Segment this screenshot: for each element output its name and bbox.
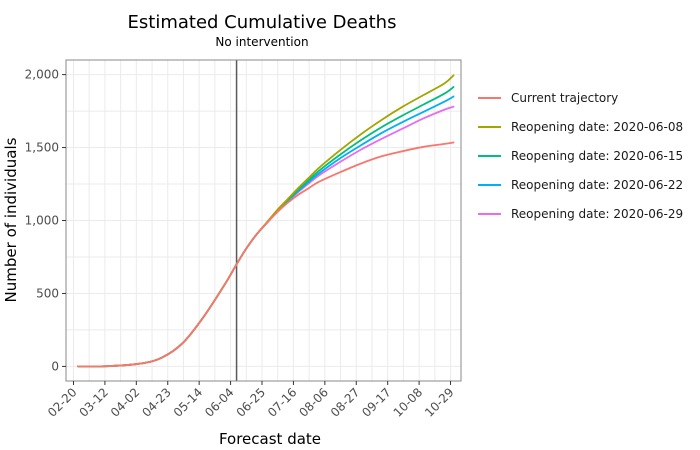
legend-label-reopening-date-2020-06-29: Reopening date: 2020-06-29: [511, 207, 683, 221]
x-tick-label: 08-06: [296, 385, 331, 420]
grid-layer: [66, 60, 461, 381]
series-line-reopening-date-2020-06-22: [77, 95, 455, 368]
x-axis-title: Forecast date: [219, 430, 321, 448]
series-line-current-trajectory: [77, 141, 455, 368]
chart-title: Estimated Cumulative Deaths: [128, 12, 397, 33]
series-line-reopening-date-2020-06-15: [77, 86, 455, 368]
legend-label-reopening-date-2020-06-08: Reopening date: 2020-06-08: [511, 120, 683, 134]
legend-label-current-trajectory: Current trajectory: [511, 91, 618, 105]
x-tick-label: 02-20: [45, 385, 80, 420]
y-tick-label: 1,000: [25, 214, 59, 228]
y-tick-label: 0: [51, 359, 59, 373]
x-tick-label: 10-08: [391, 385, 426, 420]
legend-label-reopening-date-2020-06-15: Reopening date: 2020-06-15: [511, 149, 683, 163]
x-tick-label: 07-16: [265, 385, 300, 420]
x-tick-label: 03-12: [76, 385, 111, 420]
y-axis-title: Number of individuals: [2, 137, 20, 302]
chart-subtitle: No intervention: [215, 35, 308, 49]
x-tick-label: 04-23: [139, 385, 174, 420]
y-tick-label: 2,000: [25, 68, 59, 82]
legend-label-reopening-date-2020-06-22: Reopening date: 2020-06-22: [511, 178, 683, 192]
x-tick-label: 06-04: [202, 385, 237, 420]
x-tick-label: 05-14: [171, 385, 206, 420]
y-tick-label: 500: [36, 286, 59, 300]
x-tick-label: 08-27: [328, 385, 363, 420]
series-layer: [77, 74, 455, 368]
legend: Current trajectory Reopening date: 2020-0…: [478, 91, 683, 221]
x-tick-label: 10-29: [422, 385, 457, 420]
x-tick-label: 09-17: [359, 385, 394, 420]
x-tick-label: 04-02: [108, 385, 143, 420]
y-tick-label: 1,500: [25, 141, 59, 155]
x-tick-label: 06-25: [234, 385, 269, 420]
series-line-reopening-date-2020-06-29: [77, 105, 455, 368]
